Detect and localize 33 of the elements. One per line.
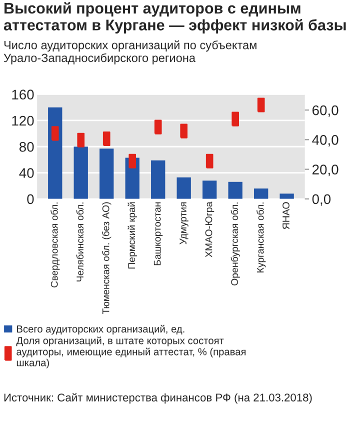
- x-tick-label: Курганская обл.: [256, 202, 266, 272]
- x-tick-label: Тюменская обл. (без АО): [102, 202, 112, 314]
- bar: [176, 177, 191, 199]
- x-tick-label: Свердловская обл.: [50, 202, 60, 288]
- bar: [151, 160, 166, 199]
- legend-label: Доля организаций, в штате которых состоят аудиторы, имеющие единый аттестат, % (правая шкала): [16, 336, 246, 368]
- bar: [74, 146, 88, 199]
- bar: [48, 107, 62, 199]
- bar: [228, 182, 242, 199]
- x-tick-label: Удмуртия: [180, 202, 188, 244]
- x-tick-label: Оренбургская обл.: [230, 202, 240, 286]
- y2-tick-label: 40,0: [312, 135, 338, 146]
- bar: [254, 188, 268, 199]
- bar: [100, 148, 114, 199]
- bar: [280, 194, 294, 199]
- y2-tick-label: 20,0: [312, 164, 338, 176]
- x-tick-label: ХМАО-Югра: [205, 202, 214, 258]
- y-tick-label: 40: [19, 168, 34, 178]
- y2-tick-label: 0,0: [312, 194, 331, 206]
- y-tick-label: 160: [12, 90, 34, 100]
- chart-subtitle: Число аудиторских организаций по субъектам Урало-Западносибирского региона: [4, 40, 256, 64]
- x-tick-label: Челябинская обл.: [76, 202, 84, 282]
- text: Источник: Сайт министерства финансов РФ (на 21.03.2018): [4, 393, 312, 404]
- x-tick-label: ЯНАО: [282, 202, 290, 230]
- x-tick-label: Башкортостан: [154, 202, 163, 266]
- x-tick-label: Пермский край: [128, 202, 137, 269]
- legend-label: Всего аудиторских организаций, ед.: [17, 324, 184, 335]
- y-tick-label: 80: [19, 142, 34, 152]
- bar: [202, 180, 217, 199]
- chart-title: Высокий процент аудиторов с единым аттестатом в Кургане — эффект низкой базы: [4, 2, 346, 34]
- y-tick-label: 120: [12, 116, 34, 126]
- y2-tick-label: 60,0: [312, 105, 338, 117]
- y-tick-label: 0: [27, 194, 34, 204]
